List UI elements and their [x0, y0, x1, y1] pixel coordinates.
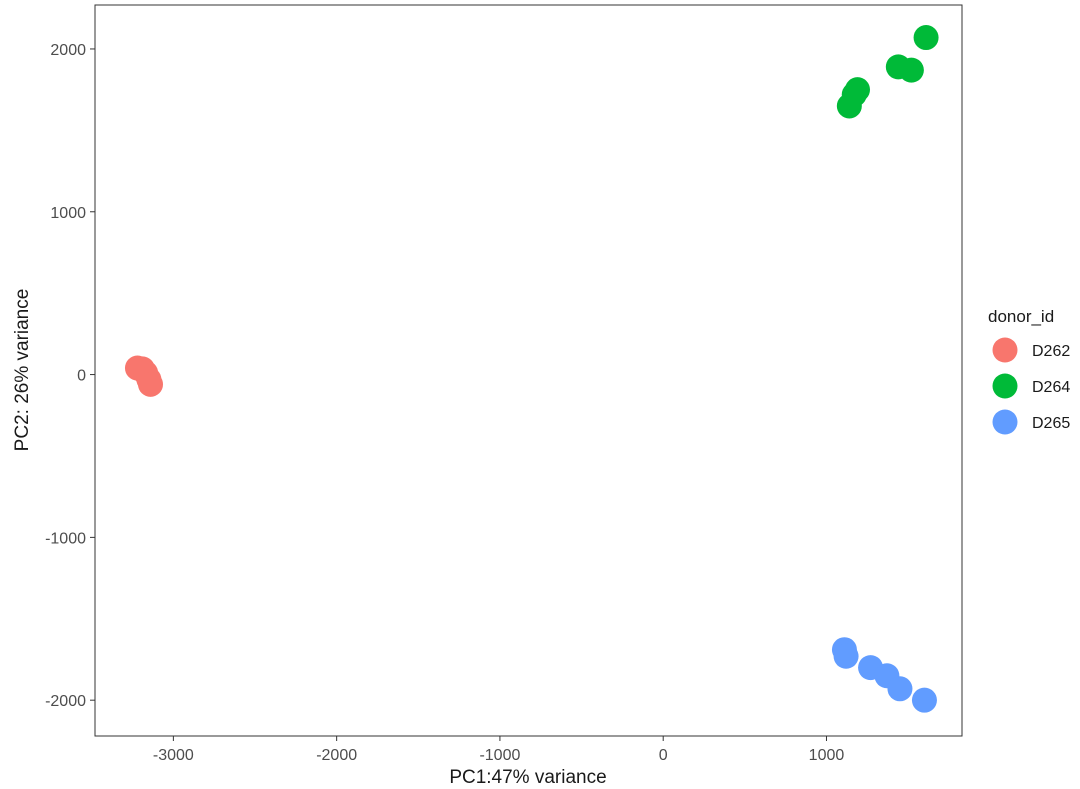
y-tick-label: 1000 — [50, 205, 86, 222]
point-d262 — [138, 371, 164, 397]
legend: donor_id D262 D264 D265 — [988, 307, 1070, 435]
legend-key-d262 — [992, 337, 1018, 363]
y-tick-label: 0 — [77, 368, 86, 385]
x-tick-label: -2000 — [316, 747, 357, 764]
legend-key-d265 — [992, 409, 1018, 435]
y-tick-label: -2000 — [45, 693, 86, 710]
point-d264 — [898, 57, 924, 83]
x-tick-label: -1000 — [479, 747, 520, 764]
axis-ticks: -3000 -2000 -1000 0 1000 -2000 -1000 0 1000 2000 — [45, 42, 844, 764]
point-d265 — [887, 676, 913, 702]
plot-panel — [94, 4, 963, 737]
legend-label-d262: D262 — [1032, 343, 1070, 360]
legend-label-d265: D265 — [1032, 415, 1070, 432]
x-tick-label: 1000 — [809, 747, 845, 764]
legend-items: D262 D264 D265 — [992, 337, 1070, 435]
legend-title: donor_id — [988, 307, 1054, 326]
y-axis-title: PC2: 26% variance — [12, 289, 33, 452]
legend-key-d264 — [992, 373, 1018, 399]
x-tick-label: -3000 — [153, 747, 194, 764]
legend-label-d264: D264 — [1032, 379, 1070, 396]
x-axis-title: PC1:47% variance — [449, 767, 606, 788]
data-points — [124, 25, 939, 713]
point-d264 — [845, 77, 871, 103]
x-tick-label: 0 — [659, 747, 668, 764]
point-d264 — [913, 25, 939, 51]
y-tick-label: -1000 — [45, 530, 86, 547]
point-d265 — [911, 687, 937, 713]
point-d265 — [833, 643, 859, 669]
y-tick-label: 2000 — [50, 42, 86, 59]
